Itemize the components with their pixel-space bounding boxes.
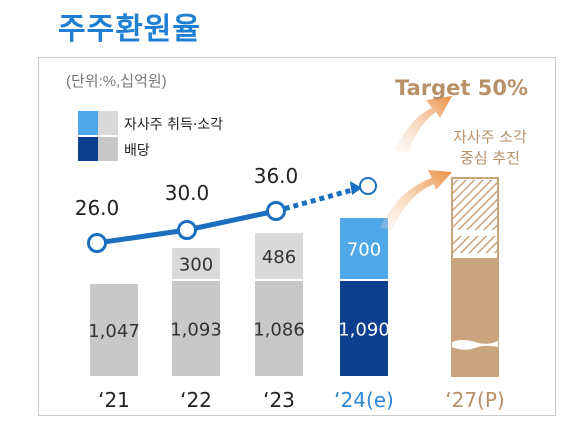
legend-swatch-dividend-2024: [78, 137, 98, 161]
bar-dividend: [90, 284, 138, 376]
x-tick-label: ‘22: [180, 388, 212, 412]
ratio-line: 26.0 30.0 36.0: [75, 164, 377, 253]
legend-label-dividend: 배당: [124, 143, 150, 159]
bar-buyback: [172, 248, 220, 279]
page-title: 주주환원율: [58, 12, 201, 47]
target-hatch-upper: [453, 180, 497, 230]
arrow-to-target: [395, 96, 452, 152]
bar-dividend-label: 1,047: [88, 321, 140, 342]
bars: 1,047 1,093 300 1,086 486 1,090 700: [88, 218, 390, 376]
bar-buyback-label: 300: [179, 255, 213, 276]
x-tick-label: ‘21: [98, 388, 130, 412]
target-bar: [451, 177, 499, 377]
ratio-point-projected: [359, 177, 377, 195]
projection-arrows: [380, 96, 452, 230]
target-solid-fill: [453, 258, 497, 375]
legend-swatch-buyback-2024: [78, 111, 98, 135]
bar-dividend: [172, 281, 220, 376]
ratio-label: 30.0: [165, 181, 210, 205]
bar-dividend-label: 1,086: [253, 320, 305, 341]
target-note-line2: 중심 추진: [460, 149, 520, 167]
bar-dividend: [340, 281, 388, 376]
bar-buyback-label: 486: [262, 247, 296, 268]
arrow-to-2027: [380, 170, 452, 230]
target-label: Target 50%: [395, 76, 528, 100]
bar-buyback: [340, 218, 388, 279]
bar-dividend: [255, 281, 303, 376]
target-axis-break: [452, 340, 498, 350]
legend-swatch-dividend-past: [98, 137, 118, 161]
x-tick-label: ‘24(e): [334, 388, 394, 412]
ratio-point: [87, 233, 107, 253]
x-tick-label: ‘23: [263, 388, 295, 412]
bar-buyback-label: 700: [347, 240, 381, 261]
x-axis-labels: ‘21 ‘22 ‘23 ‘24(e) ‘27(P): [98, 388, 505, 412]
target-note-line1: 자사주 소각: [453, 128, 527, 146]
ratio-point: [177, 220, 197, 240]
target-hatch-lower: [453, 236, 497, 253]
ratio-label: 26.0: [75, 196, 120, 220]
ratio-point: [266, 201, 286, 221]
ratio-projected-arrowhead: [350, 181, 362, 195]
bar-dividend-label: 1,090: [338, 320, 390, 341]
legend-swatch-buyback-past: [98, 111, 118, 135]
ratio-line-projected: [275, 186, 357, 214]
bar-dividend-label: 1,093: [170, 320, 222, 341]
legend-label-buyback: 자사주 취득·소각: [124, 117, 223, 133]
x-tick-label: ‘27(P): [445, 388, 504, 412]
legend: 자사주 취득·소각 배당: [78, 111, 223, 161]
unit-note: (단위:%,십억원): [66, 73, 167, 90]
ratio-label: 36.0: [254, 164, 299, 188]
bar-buyback: [255, 233, 303, 279]
